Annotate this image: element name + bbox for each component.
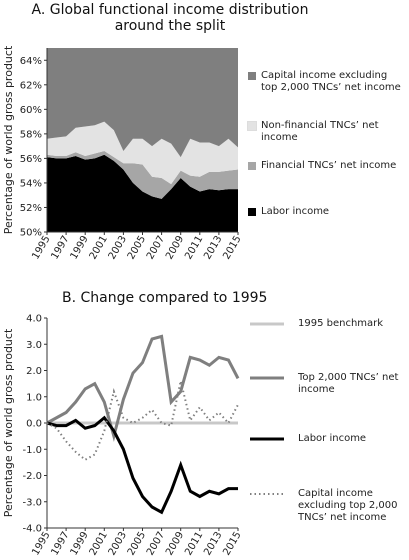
x-tick-label: 2003	[107, 234, 129, 262]
y-tick-label: 50%	[20, 228, 42, 239]
y-tick-label: 1.0	[26, 392, 42, 403]
x-tick-label: 2013	[202, 530, 224, 558]
y-tick-label: 54%	[20, 178, 42, 189]
x-tick-label: 2011	[183, 530, 205, 558]
x-tick-label: 1997	[49, 234, 71, 262]
line	[46, 415, 238, 515]
y-tick-label: 3.0	[26, 340, 42, 351]
x-tick-label: 2001	[88, 530, 110, 558]
legend-swatch	[248, 72, 256, 80]
legend-label: Top 2,000 TNCs’ net income	[298, 372, 399, 395]
x-tick-label: 2011	[183, 234, 205, 262]
y-axis-title: Percentage of world gross product	[2, 328, 15, 517]
chart-title: B. Change compared to 1995	[62, 290, 268, 306]
x-tick-label: 2009	[164, 234, 186, 262]
x-tick-label: 1999	[69, 234, 91, 262]
x-tick-label: 2003	[107, 530, 129, 558]
y-tick-label: -3.0	[22, 497, 42, 508]
area	[47, 151, 238, 199]
x-tick-label: 2007	[145, 530, 167, 558]
y-axis-title: Percentage of world gross product	[2, 45, 15, 234]
legend-swatch	[248, 208, 256, 216]
y-tick-label: 52%	[20, 203, 42, 214]
y-tick-label: 56%	[20, 154, 42, 165]
y-tick-label: 64%	[20, 56, 42, 67]
area	[47, 121, 238, 185]
legend-label: Financial TNCs’ net income	[261, 160, 397, 171]
x-tick-label: 2001	[88, 234, 110, 262]
y-tick-label: -2.0	[22, 471, 42, 482]
area	[47, 154, 238, 232]
legend-label: 1995 benchmark	[298, 318, 384, 329]
areas	[47, 48, 238, 232]
y-tick-label: 58%	[20, 129, 42, 140]
legend-label: Capital income excluding top 2,000 TNCs’…	[298, 488, 398, 523]
chart-title: A. Global functional income distribution…	[31, 2, 309, 34]
x-tick-label: 2015	[221, 530, 243, 558]
legend-label: Labor income	[298, 433, 367, 444]
legend-label: Capital income excluding top 2,000 TNCs’…	[261, 70, 401, 93]
y-tick-label: 2.0	[26, 366, 42, 377]
line	[46, 334, 240, 442]
legend-swatch	[247, 121, 257, 131]
x-tick-label: 2009	[164, 530, 186, 558]
y-tick-label: 62%	[20, 80, 42, 91]
y-tick-label: 60%	[20, 105, 42, 116]
legend-label: Non-financial TNCs’ net income	[261, 120, 379, 143]
x-tick-label: 2013	[202, 234, 224, 262]
y-tick-label: 0.0	[26, 419, 42, 430]
area	[47, 48, 238, 158]
y-tick-label: -1.0	[22, 445, 42, 456]
x-tick-label: 2005	[126, 234, 148, 262]
x-tick-label: 2005	[126, 530, 148, 558]
legend-label: Labor income	[261, 206, 330, 217]
line	[46, 380, 239, 461]
x-tick-label: 2007	[145, 234, 167, 262]
y-tick-label: 4.0	[26, 314, 42, 325]
x-tick-label: 1999	[69, 530, 91, 558]
x-tick-label: 1997	[49, 530, 71, 558]
x-tick-label: 2015	[221, 234, 243, 262]
legend-swatch	[248, 162, 256, 170]
y-tick-label: -4.0	[22, 524, 42, 535]
